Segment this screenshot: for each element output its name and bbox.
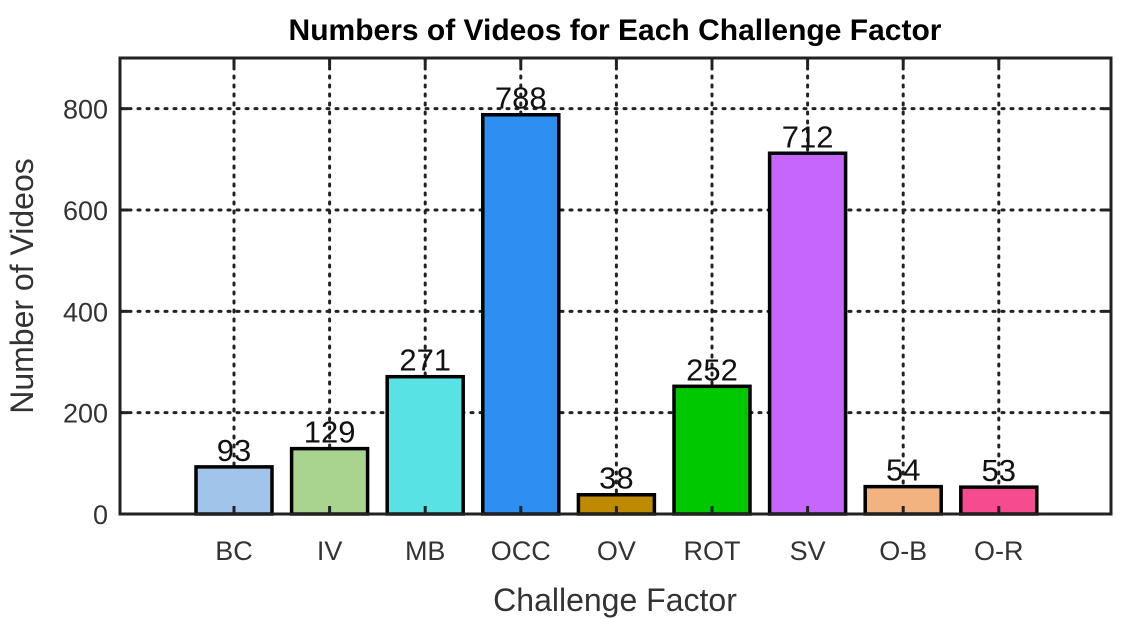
x-tick-label: MB (405, 536, 446, 566)
x-tick-label: IV (317, 536, 343, 566)
x-tick-label: SV (790, 536, 826, 566)
bar-rot (672, 384, 752, 516)
bar-occ (481, 112, 561, 516)
chart-title: Numbers of Videos for Each Challenge Fac… (289, 14, 942, 47)
y-tick-label: 400 (63, 297, 108, 327)
bar-iv (289, 446, 370, 516)
data-label-occ: 788 (495, 81, 547, 116)
bars (194, 112, 1039, 516)
y-tick-label: 0 (93, 500, 108, 530)
data-label-iv: 129 (304, 415, 356, 450)
y-tick-label: 600 (63, 196, 108, 226)
grid-lines (118, 56, 1113, 516)
x-tick-label: OCC (491, 536, 551, 566)
data-label-mb: 271 (399, 343, 451, 378)
x-axis-label: Challenge Factor (493, 582, 737, 618)
x-tick-label: O-B (879, 536, 927, 566)
x-tick-label: ROT (684, 536, 741, 566)
data-label-ov: 38 (599, 461, 633, 496)
bar-sv (767, 151, 848, 516)
y-tick-label: 800 (63, 95, 108, 125)
y-tick-label: 200 (63, 399, 108, 429)
x-tick-label: BC (215, 536, 253, 566)
bar-mb (385, 374, 465, 516)
y-tick-labels: 0 200 400 600 800 (63, 95, 1111, 530)
x-tick-label: O-R (974, 536, 1024, 566)
data-label-sv: 712 (782, 119, 834, 154)
x-tick-labels: BC IV MB OCC OV ROT SV O-B O-R (215, 58, 1024, 566)
data-labels: 93 129 271 788 38 252 712 54 53 (217, 81, 1016, 496)
data-label-o-r: 53 (982, 453, 1016, 488)
data-label-rot: 252 (686, 352, 738, 387)
data-label-o-b: 54 (886, 453, 920, 488)
x-tick-label: OV (597, 536, 636, 566)
y-axis-label: Number of Videos (4, 158, 40, 414)
data-label-bc: 93 (217, 433, 251, 468)
